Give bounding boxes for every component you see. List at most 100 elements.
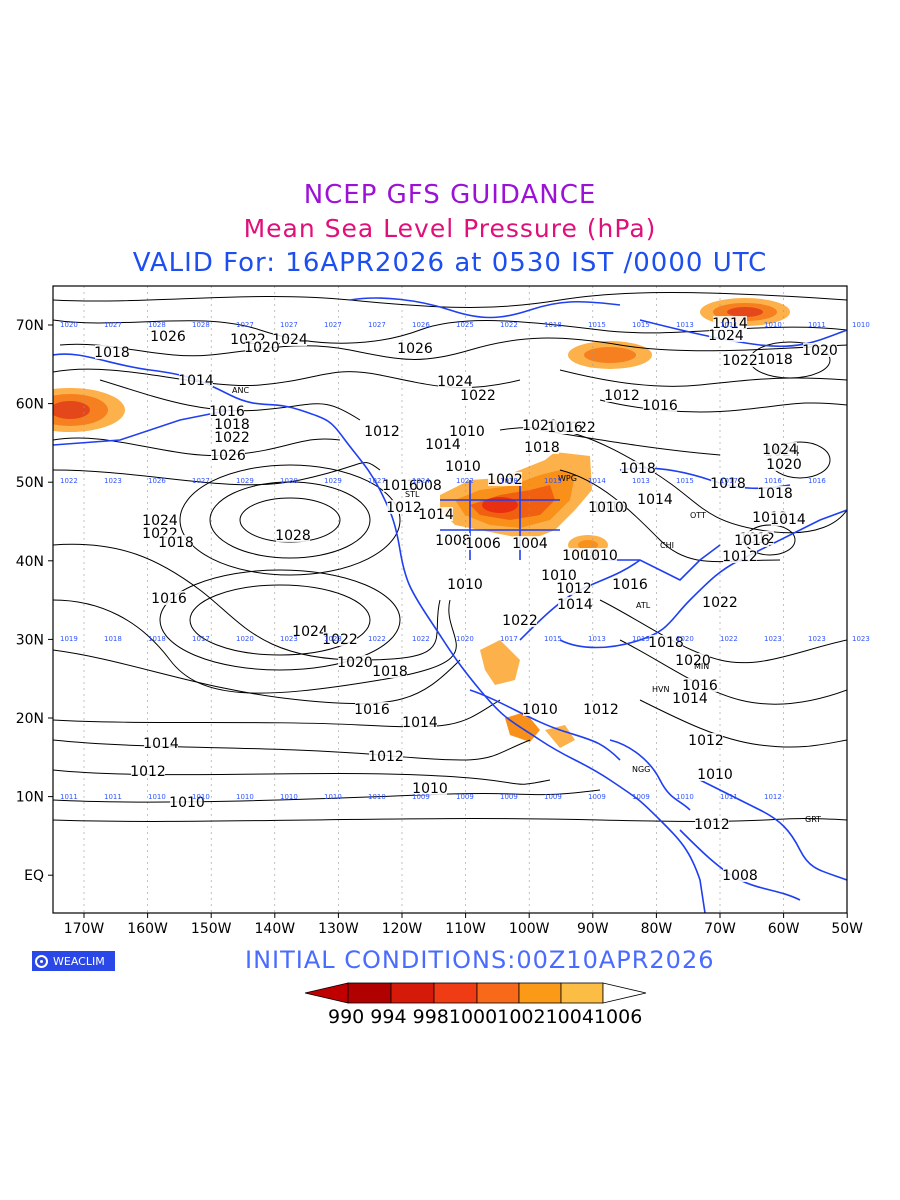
contour-label-bg [215, 417, 249, 431]
colorbar-cell [476, 982, 520, 1004]
contour-label-bg [713, 316, 747, 330]
station-labels: ANC STL NGG MIN HVN GRT OTT CHI WPG ATL [232, 386, 821, 824]
x-tick-label: 100W [509, 921, 550, 937]
contour-label-bg [403, 715, 437, 729]
contour-label: 1014 [178, 373, 214, 389]
grid-value: 1019 [60, 635, 78, 643]
logo-text: WEACLIM [53, 954, 105, 968]
colorbar-arrow-right [602, 982, 647, 1004]
grid-value: 1028 [192, 321, 210, 329]
x-tick-label: 110W [445, 921, 486, 937]
colorbar-cell [347, 982, 392, 1004]
logo-icon [35, 954, 48, 968]
contour-label-bg [419, 507, 453, 521]
contour-label: 1006 [465, 536, 501, 552]
contour-label-bg [215, 430, 249, 444]
contour-label-bg [276, 528, 310, 542]
contour-label: 1022 [702, 595, 738, 611]
contour-label: 1010 [697, 767, 733, 783]
contour-label-bg [211, 448, 245, 462]
colorbar-cell [518, 982, 562, 1004]
contour-label: 1020 [802, 343, 838, 359]
grid-value: 1010 [676, 793, 694, 801]
grid-value: 1023 [324, 635, 342, 643]
grid-value: 1010 [280, 793, 298, 801]
contour-label: 1014 [672, 691, 708, 707]
contour-label: 1022 [722, 353, 758, 369]
x-tick-label: 70W [704, 921, 736, 937]
y-tick-label: 50N [16, 475, 44, 491]
contour-label-bg [131, 764, 165, 778]
contour-label: 1022 [460, 388, 496, 404]
x-tick-label: 120W [382, 921, 423, 937]
contour-label: 1010 [169, 795, 205, 811]
contour-label-bg [771, 512, 805, 526]
contour-label: 1012 [583, 702, 619, 718]
contour-label: 1014 [712, 316, 748, 332]
contour-label: 1012 [556, 581, 592, 597]
contour-label-bg [723, 868, 757, 882]
contour-label-bg [548, 420, 582, 434]
station-label: OTT [690, 511, 706, 520]
contour-label-bg [557, 581, 591, 595]
contour-label: 1014 [143, 736, 179, 752]
grid-value: 1024 [412, 477, 430, 485]
colorbar-cell [390, 982, 435, 1004]
chart-title: NCEP GFS GUIDANCE [303, 180, 597, 210]
contour-label-bg [649, 635, 683, 649]
contour-label: 1022 [214, 430, 250, 446]
y-axis-ticks: 70N 60N 50N 40N 30N 20N 10N EQ [16, 318, 53, 884]
contour-label: 1018 [94, 345, 130, 361]
contour-label-bg [683, 678, 717, 692]
contour-label: 1026 [150, 329, 186, 345]
grid-value: 1014 [588, 477, 606, 485]
contour-label-bg [438, 374, 472, 388]
contour-label: 1024 [437, 374, 473, 390]
contour-label: 1014 [637, 492, 673, 508]
y-tick-label: 60N [16, 397, 44, 413]
contour-label: 1014 [557, 597, 593, 613]
y-tick-label: 30N [16, 632, 44, 648]
contour-label: 1012 [368, 749, 404, 765]
x-tick-label: 50W [831, 921, 863, 937]
contour-label: 1016 [354, 702, 390, 718]
grid-value: 1027 [104, 321, 122, 329]
colorbar [304, 982, 647, 1004]
colorbar-labels: 990 994 9981000100210041006 [328, 1006, 643, 1028]
grid-point-values: 1020 1027 1028 1028 1027 1027 1027 1027 1026 1025… [60, 321, 870, 801]
grid-value: 1020 [236, 635, 254, 643]
station-label: WPG [558, 474, 577, 483]
grid-value: 1009 [588, 793, 606, 801]
contour-label-bg [513, 536, 547, 550]
contour-label: 1016 [682, 678, 718, 694]
contour-label-bg [605, 388, 639, 402]
contour-label-bg [369, 749, 403, 763]
contour-label-bg [245, 340, 279, 354]
grid-value: 1018 [500, 477, 518, 485]
x-tick-label: 60W [768, 921, 800, 937]
contour-label: 1022 [322, 632, 358, 648]
grid-value: 1010 [324, 793, 342, 801]
contour-label-bg [144, 736, 178, 750]
contour-label: 1012 [694, 817, 730, 833]
grid-value: 1022 [500, 321, 518, 329]
contour-label: 1018 [757, 352, 793, 368]
contour-label: 1026 [397, 341, 433, 357]
x-tick-label: 130W [318, 921, 359, 937]
grid-value: 1015 [632, 321, 650, 329]
contour-label-bg [143, 513, 177, 527]
grid-value: 1010 [368, 793, 386, 801]
contour-label-bg [338, 655, 372, 669]
contour-label-bg [448, 577, 482, 591]
grid-value: 1023 [808, 635, 826, 643]
grid-value: 1010 [148, 793, 166, 801]
contour-label-bg [503, 613, 537, 627]
contour-label: 1010 [445, 459, 481, 475]
grid-value: 1020 [676, 635, 694, 643]
contour-label: 1020 [244, 340, 280, 356]
contour-label: 1016 [151, 591, 187, 607]
contour-label-bg [179, 373, 213, 387]
contour-label-bg [323, 632, 357, 646]
contour-label: 1016 [209, 404, 245, 420]
